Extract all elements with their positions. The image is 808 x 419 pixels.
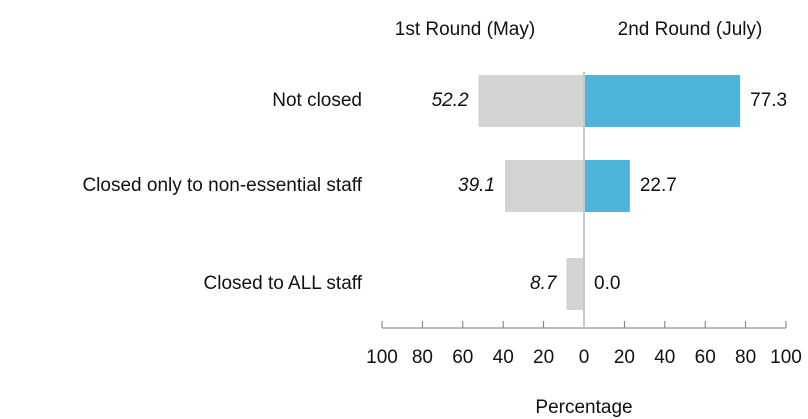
- value-label: 0.0: [594, 273, 620, 294]
- category-label: Not closed: [272, 90, 362, 111]
- x-tick-label: 20: [614, 347, 635, 368]
- bar: [584, 160, 630, 212]
- x-tick-label: 100: [366, 347, 398, 368]
- value-label: 52.2: [432, 90, 469, 111]
- value-label: 22.7: [640, 175, 677, 196]
- x-tick-label: 40: [493, 347, 514, 368]
- x-tick-label: 80: [735, 347, 756, 368]
- x-tick-label: 60: [695, 347, 716, 368]
- bar: [566, 258, 584, 310]
- series-header: 2nd Round (July): [618, 19, 763, 40]
- bar: [478, 75, 584, 127]
- x-tick-label: 100: [770, 347, 802, 368]
- x-tick-label: 0: [579, 347, 590, 368]
- category-label: Closed only to non-essential staff: [82, 175, 362, 196]
- category-label: Closed to ALL staff: [204, 273, 363, 294]
- bar: [584, 75, 741, 127]
- x-tick-label: 80: [412, 347, 433, 368]
- x-tick-label: 40: [654, 347, 675, 368]
- x-axis-label: Percentage: [535, 397, 632, 418]
- x-tick-label: 20: [533, 347, 554, 368]
- value-label: 77.3: [750, 90, 787, 111]
- value-label: 8.7: [530, 273, 558, 294]
- value-label: 39.1: [458, 175, 495, 196]
- bar: [505, 160, 584, 212]
- x-tick-label: 60: [452, 347, 473, 368]
- series-header: 1st Round (May): [395, 19, 535, 40]
